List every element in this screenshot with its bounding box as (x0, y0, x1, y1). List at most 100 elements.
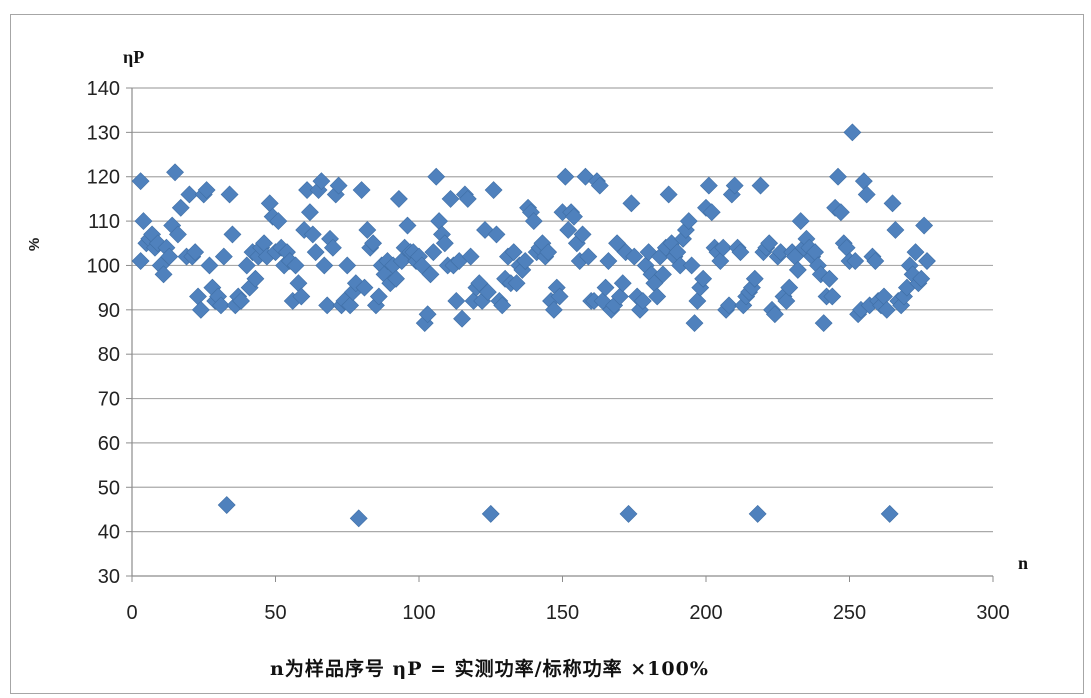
data-point (453, 309, 471, 328)
x-tick-labels: 0 50 100 150 200 250 300 (126, 602, 1009, 624)
data-point (507, 274, 526, 293)
data-point (458, 189, 477, 208)
chart-caption: n为样品序号 ηP = 实测功率/标称功率 ×100% (270, 658, 709, 680)
data-point (550, 287, 569, 306)
data-point (714, 238, 733, 257)
data-point (338, 256, 357, 275)
data-point (352, 181, 371, 199)
x-tick-label: 150 (546, 602, 579, 624)
data-point (633, 292, 652, 310)
data-point (214, 247, 233, 266)
data-point (814, 314, 833, 333)
data-point (171, 198, 190, 217)
y-tick-label: 100 (87, 255, 120, 277)
y-tick-label: 140 (87, 78, 120, 100)
data-point (260, 194, 279, 213)
data-point (504, 243, 523, 262)
data-point (711, 252, 730, 270)
data-point (610, 287, 629, 306)
data-point (318, 296, 337, 315)
data-point (131, 252, 150, 270)
data-point (912, 269, 931, 288)
data-point (702, 203, 721, 222)
data-point (220, 185, 239, 204)
data-point (212, 296, 230, 315)
y-tick-label: 50 (98, 477, 120, 499)
data-point (421, 265, 440, 284)
data-point (441, 189, 460, 208)
data-point (329, 176, 348, 195)
y-tick-label: 120 (87, 167, 120, 189)
data-point (217, 496, 236, 514)
data-point (364, 234, 383, 253)
data-point (131, 172, 150, 191)
data-point (596, 278, 615, 297)
data-point (619, 504, 638, 523)
data-point (791, 212, 810, 231)
data-point (289, 274, 308, 293)
data-point (579, 247, 598, 266)
y-tick-label: 70 (98, 389, 120, 411)
data-point (323, 238, 342, 257)
data-point (725, 176, 744, 195)
x-tick-label: 250 (833, 602, 866, 624)
data-point (843, 123, 862, 142)
x-tick-label: 50 (264, 602, 286, 624)
data-point (315, 256, 334, 275)
y-tick-labels: 30 40 50 60 70 80 90 100 110 120 130 140 (87, 78, 120, 588)
data-point (303, 225, 322, 244)
data-point (539, 243, 558, 262)
data-point (134, 212, 153, 231)
data-point (237, 256, 256, 275)
data-point (369, 287, 388, 306)
data-point (447, 292, 466, 310)
data-point (654, 265, 672, 284)
data-point (599, 252, 618, 270)
data-point (398, 216, 417, 235)
y-tick-label: 30 (98, 566, 120, 588)
data-point (392, 252, 411, 270)
y-tick-label: 130 (87, 122, 120, 144)
x-tick-label: 100 (402, 602, 435, 624)
data-point (487, 225, 506, 244)
x-tick-label: 300 (976, 602, 1009, 624)
data-point (648, 287, 667, 306)
data-point (191, 300, 210, 319)
data-point (269, 212, 288, 231)
data-point (154, 265, 173, 284)
data-point (412, 256, 431, 275)
data-point (493, 296, 512, 315)
data-point (430, 212, 449, 231)
data-point (516, 252, 535, 270)
data-point (877, 300, 896, 319)
data-point (765, 305, 784, 324)
data-point (424, 243, 443, 262)
data-point (745, 269, 764, 288)
data-point (573, 225, 592, 244)
data-point (484, 181, 503, 199)
data-point (559, 221, 578, 239)
data-point (246, 269, 265, 288)
data-point (777, 292, 796, 310)
data-point (625, 247, 644, 266)
data-points (131, 123, 936, 528)
data-point (751, 176, 770, 195)
data-point (166, 163, 184, 182)
data-point (461, 247, 480, 266)
data-point (358, 221, 377, 239)
data-point (608, 234, 626, 253)
data-point (688, 292, 707, 310)
x-tick-label: 200 (689, 602, 722, 624)
data-point (427, 167, 446, 186)
data-point (883, 194, 902, 213)
data-point (918, 252, 936, 270)
data-point (590, 176, 609, 195)
data-point (435, 234, 454, 253)
x-tick-label: 0 (126, 602, 137, 624)
data-point (223, 225, 242, 244)
axes (126, 87, 994, 582)
data-point (292, 287, 311, 306)
data-point (622, 194, 641, 213)
data-point (694, 269, 713, 288)
